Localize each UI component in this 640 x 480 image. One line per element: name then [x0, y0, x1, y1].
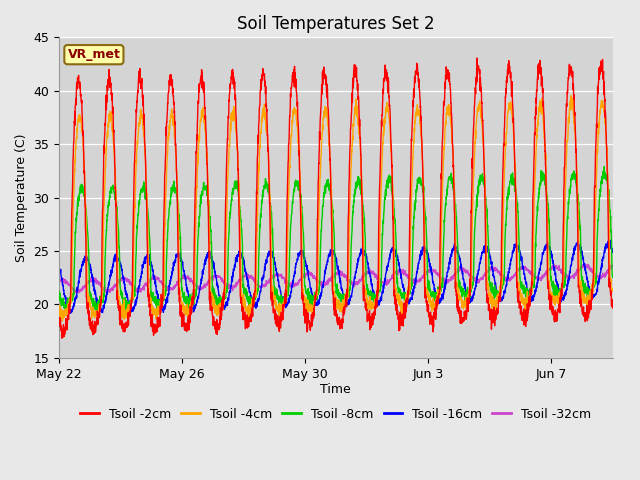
- Tsoil -32cm: [609, 264, 616, 270]
- Tsoil -4cm: [567, 93, 575, 98]
- Tsoil -2cm: [354, 87, 362, 93]
- Tsoil -2cm: [109, 104, 117, 110]
- Tsoil -16cm: [256, 290, 264, 296]
- Tsoil -4cm: [354, 113, 362, 119]
- Title: Soil Temperatures Set 2: Soil Temperatures Set 2: [237, 15, 435, 33]
- Tsoil -16cm: [109, 264, 117, 270]
- Tsoil -2cm: [55, 316, 63, 322]
- Tsoil -16cm: [67, 311, 74, 316]
- Tsoil -4cm: [609, 287, 616, 293]
- Tsoil -4cm: [58, 318, 66, 324]
- Tsoil -32cm: [55, 280, 63, 286]
- X-axis label: Time: Time: [321, 384, 351, 396]
- Tsoil -4cm: [109, 130, 117, 135]
- Tsoil -32cm: [538, 275, 545, 280]
- Tsoil -16cm: [143, 254, 150, 260]
- Tsoil -2cm: [143, 188, 150, 193]
- Text: VR_met: VR_met: [67, 48, 120, 61]
- Tsoil -8cm: [109, 186, 116, 192]
- Tsoil -16cm: [538, 260, 545, 266]
- Legend: Tsoil -2cm, Tsoil -4cm, Tsoil -8cm, Tsoil -16cm, Tsoil -32cm: Tsoil -2cm, Tsoil -4cm, Tsoil -8cm, Tsoi…: [76, 403, 596, 425]
- Tsoil -2cm: [178, 324, 186, 329]
- Tsoil -4cm: [55, 304, 63, 310]
- Tsoil -8cm: [609, 275, 616, 280]
- Tsoil -2cm: [58, 336, 66, 341]
- Y-axis label: Soil Temperature (C): Soil Temperature (C): [15, 133, 28, 262]
- Tsoil -8cm: [354, 178, 362, 183]
- Tsoil -4cm: [538, 100, 545, 106]
- Tsoil -32cm: [134, 290, 141, 296]
- Tsoil -32cm: [582, 262, 589, 267]
- Line: Tsoil -16cm: Tsoil -16cm: [59, 240, 612, 313]
- Tsoil -8cm: [143, 197, 150, 203]
- Tsoil -16cm: [354, 262, 362, 268]
- Tsoil -32cm: [109, 288, 116, 293]
- Tsoil -4cm: [256, 145, 264, 151]
- Tsoil -8cm: [538, 168, 545, 174]
- Tsoil -2cm: [474, 55, 481, 61]
- Tsoil -2cm: [256, 90, 264, 96]
- Line: Tsoil -8cm: Tsoil -8cm: [59, 167, 612, 312]
- Tsoil -32cm: [178, 276, 186, 281]
- Tsoil -8cm: [256, 224, 264, 229]
- Tsoil -8cm: [600, 164, 608, 169]
- Line: Tsoil -32cm: Tsoil -32cm: [59, 264, 612, 293]
- Tsoil -4cm: [178, 300, 186, 305]
- Tsoil -16cm: [55, 263, 63, 268]
- Tsoil -8cm: [55, 288, 63, 294]
- Tsoil -2cm: [609, 305, 616, 311]
- Line: Tsoil -2cm: Tsoil -2cm: [59, 58, 612, 338]
- Tsoil -32cm: [143, 283, 150, 289]
- Tsoil -16cm: [606, 237, 614, 243]
- Tsoil -32cm: [256, 284, 264, 290]
- Tsoil -8cm: [124, 309, 132, 314]
- Tsoil -2cm: [538, 83, 545, 89]
- Tsoil -8cm: [178, 285, 186, 291]
- Line: Tsoil -4cm: Tsoil -4cm: [59, 96, 612, 321]
- Tsoil -16cm: [609, 248, 616, 253]
- Tsoil -16cm: [178, 261, 186, 266]
- Tsoil -32cm: [354, 279, 362, 285]
- Tsoil -4cm: [143, 184, 150, 190]
